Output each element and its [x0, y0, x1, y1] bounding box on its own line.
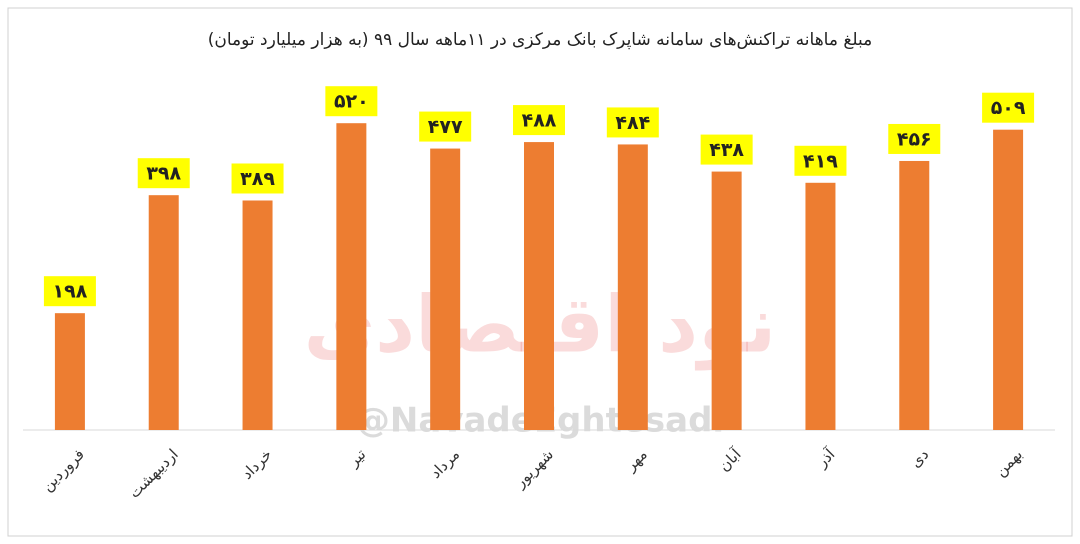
- bar: [617, 144, 648, 430]
- value-label-box: [325, 86, 378, 117]
- value-label-box: [888, 123, 941, 154]
- value-label-box: [700, 134, 753, 165]
- value-label: ۴۸۸: [522, 110, 557, 132]
- value-label-box: [137, 158, 190, 189]
- value-label-box: [794, 145, 847, 176]
- bar: [242, 200, 273, 430]
- value-label: ۳۹۸: [146, 163, 181, 185]
- value-label: ۴۵۶: [897, 128, 932, 150]
- bar: [899, 160, 930, 430]
- bar: [711, 171, 742, 430]
- bar: [148, 195, 179, 430]
- bar: [430, 148, 461, 430]
- value-label: ۵۰۹: [991, 97, 1026, 119]
- value-label: ۴۱۹: [803, 150, 838, 172]
- value-label-box: [513, 105, 565, 136]
- bar: [336, 123, 367, 430]
- value-label-box: [606, 107, 659, 138]
- value-label: ۴۷۷: [428, 116, 463, 138]
- value-label-box: [43, 276, 96, 307]
- value-label: ۴۳۸: [709, 139, 744, 161]
- bar: [54, 313, 85, 430]
- bar: [524, 142, 554, 430]
- bar: [805, 182, 836, 430]
- value-label: ۱۹۸: [53, 281, 88, 303]
- value-label: ۳۸۹: [240, 168, 275, 190]
- value-label: ۴۸۴: [615, 112, 650, 134]
- value-label: ۵۲۰: [334, 91, 369, 113]
- value-label-box: [419, 111, 472, 142]
- value-label-box: [231, 163, 284, 194]
- value-label-box: [982, 92, 1035, 123]
- bar: [993, 129, 1024, 430]
- chart-title: مبلغ ماهانه تراکنش‌های سامانه شاپرک بانک…: [208, 30, 873, 50]
